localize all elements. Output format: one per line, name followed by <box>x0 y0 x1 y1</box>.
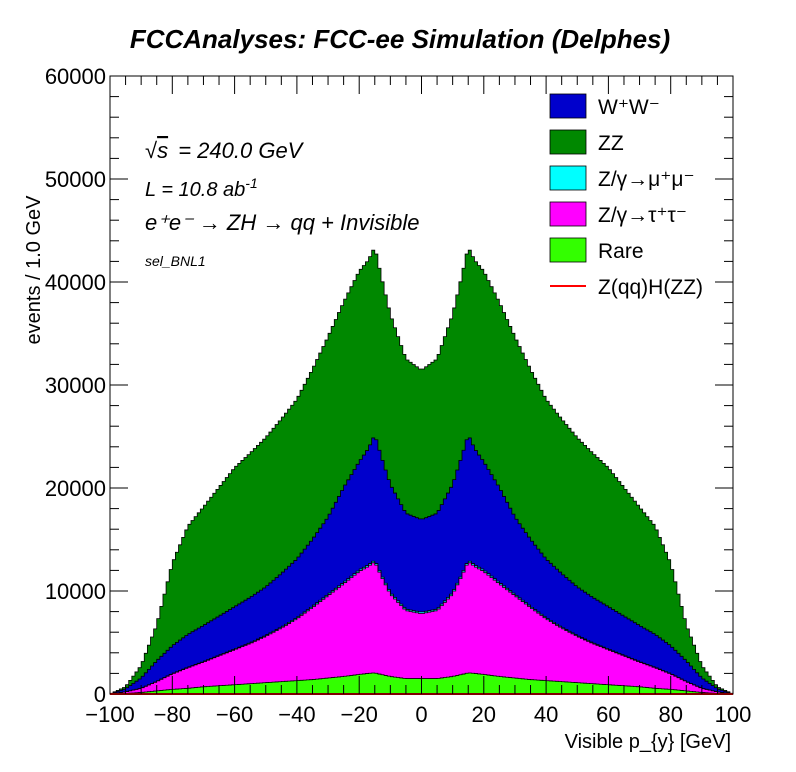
lumi-value: L = 10.8 ab <box>145 179 245 201</box>
x-axis-label: Visible p_{y} [GeV] <box>565 731 731 753</box>
chart-title: FCCAnalyses: FCC-ee Simulation (Delphes) <box>130 24 670 54</box>
process-annotation: e⁺e⁻ → ZH → qq + Invisible <box>145 210 420 235</box>
legend-swatch <box>549 93 587 119</box>
legend-swatch <box>549 165 587 191</box>
legend: W⁺W⁻ ZZ Z/γ→μ⁺μ⁻ Z/γ→τ⁺τ⁻ Rare Z(qq)H(ZZ) <box>549 93 703 299</box>
legend-label: Z(qq)H(ZZ) <box>598 276 703 299</box>
legend-swatch <box>549 237 587 263</box>
y-axis: 0 10000 20000 30000 40000 50000 60000 <box>45 64 733 707</box>
series-z--area <box>109 562 734 695</box>
selection-annotation: sel_BNL1 <box>145 253 206 269</box>
y-tick-label: 20000 <box>45 476 106 501</box>
series-zz-area <box>109 249 734 695</box>
legend-label: Rare <box>598 240 644 263</box>
x-axis: −100 −80 −60 −40 −20 0 20 40 60 80 100 <box>85 76 751 727</box>
legend-label: Z/γ→τ⁺τ⁻ <box>598 204 687 227</box>
x-tick-label: −80 <box>154 702 191 727</box>
x-tick-label: −100 <box>85 702 135 727</box>
x-tick-label: −20 <box>341 702 378 727</box>
legend-swatch <box>549 201 587 227</box>
y-tick-label: 10000 <box>45 579 106 604</box>
legend-label: W⁺W⁻ <box>598 96 660 119</box>
legend-label: Z/γ→μ⁺μ⁻ <box>598 168 695 191</box>
y-tick-label: 40000 <box>45 270 106 295</box>
y-tick-label: 0 <box>94 682 106 707</box>
x-tick-label: 60 <box>596 702 620 727</box>
sqrt-s-value: = 240.0 GeV <box>178 138 304 163</box>
legend-label: ZZ <box>598 132 624 155</box>
x-tick-label: 100 <box>715 702 752 727</box>
x-tick-label: −60 <box>216 702 253 727</box>
sqrt-symbol: √ <box>145 138 158 163</box>
x-tick-label: 80 <box>658 702 682 727</box>
sqrt-s-var: s <box>157 138 168 163</box>
y-tick-label: 50000 <box>45 167 106 192</box>
x-tick-label: 40 <box>534 702 558 727</box>
legend-swatch <box>549 129 587 155</box>
annotations: √s = 240.0 GeV L = 10.8 ab-1 e⁺e⁻ → ZH →… <box>145 138 420 269</box>
sqrt-s-annotation: √s = 240.0 GeV <box>145 138 305 163</box>
x-tick-label: 20 <box>472 702 496 727</box>
stacked-histograms <box>109 249 734 695</box>
series-w-w--area <box>109 437 734 695</box>
lumi-annotation: L = 10.8 ab-1 <box>145 175 258 201</box>
x-tick-label: −40 <box>278 702 315 727</box>
y-tick-label: 60000 <box>45 64 106 89</box>
lumi-exponent: -1 <box>245 175 257 191</box>
y-axis-label: events / 1.0 GeV <box>23 195 45 345</box>
y-tick-label: 30000 <box>45 373 106 398</box>
x-tick-label: 0 <box>415 702 427 727</box>
